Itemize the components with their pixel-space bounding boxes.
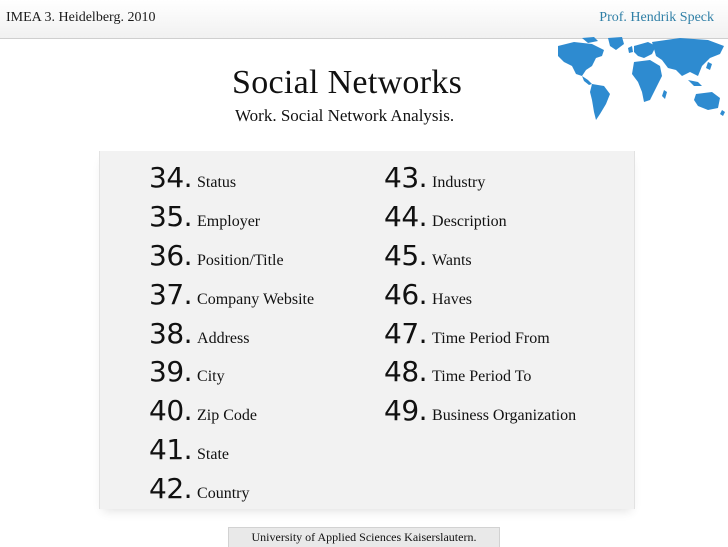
list-item: 36. Position/Title [149, 239, 314, 278]
item-number: 45. [384, 238, 428, 272]
item-label: Description [432, 212, 507, 230]
item-label: Position/Title [197, 251, 284, 269]
header-bar: IMEA 3. Heidelberg. 2010 Prof. Hendrik S… [0, 0, 728, 39]
item-label: Haves [432, 290, 473, 308]
item-number: 35. [149, 199, 193, 233]
item-label: Zip Code [197, 407, 258, 425]
item-number: 36. [149, 238, 193, 272]
item-label: State [197, 446, 230, 464]
list-item: 49. Business Organization [384, 394, 576, 433]
world-map-icon [558, 37, 725, 120]
item-label: Time Period From [432, 329, 550, 347]
list-item: 34. Status [149, 161, 314, 200]
item-number: 49. [384, 394, 428, 428]
item-label: Country [197, 485, 250, 503]
slide-title: Social Networks [232, 64, 463, 101]
item-label: Time Period To [432, 368, 532, 386]
item-label: Company Website [197, 290, 315, 308]
list-item: 48. Time Period To [384, 355, 576, 394]
footer-label: University of Applied Sciences Kaisersla… [228, 527, 500, 547]
list-item: 43. Industry [384, 161, 576, 200]
slide-subtitle: Work. Social Network Analysis. [235, 106, 455, 125]
item-number: 42. [149, 472, 193, 506]
author-label: Prof. Hendrik Speck [599, 10, 714, 25]
list-item: 40. Zip Code [149, 394, 314, 433]
item-label: Address [197, 329, 250, 347]
list-item: 38. Address [149, 317, 314, 356]
item-number: 44. [384, 199, 428, 233]
item-number: 47. [384, 316, 428, 350]
item-label: Wants [432, 251, 472, 269]
list-right: 43. Industry 44. Description 45. Wants 46. H… [384, 161, 576, 433]
list-item: 42. Country [149, 472, 314, 511]
list-item: 35. Employer [149, 200, 314, 239]
list-item: 46. Haves [384, 278, 576, 317]
item-number: 39. [149, 355, 193, 389]
item-label: City [197, 368, 225, 386]
list-item: 39. City [149, 355, 314, 394]
list-item: 47. Time Period From [384, 317, 576, 356]
item-number: 46. [384, 277, 428, 311]
list-left: 34. Status 35. Employer 36. Position/Title … [149, 161, 314, 511]
item-number: 48. [384, 355, 428, 389]
item-number: 40. [149, 394, 193, 428]
item-label: Business Organization [432, 407, 577, 425]
list-item: 41. State [149, 433, 314, 472]
item-label: Industry [432, 174, 486, 191]
item-number: 38. [149, 316, 193, 350]
list-item: 37. Company Website [149, 278, 314, 317]
item-label: Employer [197, 212, 261, 230]
event-label: IMEA 3. Heidelberg. 2010 [6, 10, 156, 25]
item-number: 41. [149, 433, 193, 467]
item-number: 37. [149, 277, 193, 311]
item-label: Status [197, 174, 237, 191]
item-number: 43. [384, 161, 428, 194]
list-item: 45. Wants [384, 239, 576, 278]
item-number: 34. [149, 161, 193, 194]
list-item: 44. Description [384, 200, 576, 239]
content-panel [99, 151, 635, 509]
